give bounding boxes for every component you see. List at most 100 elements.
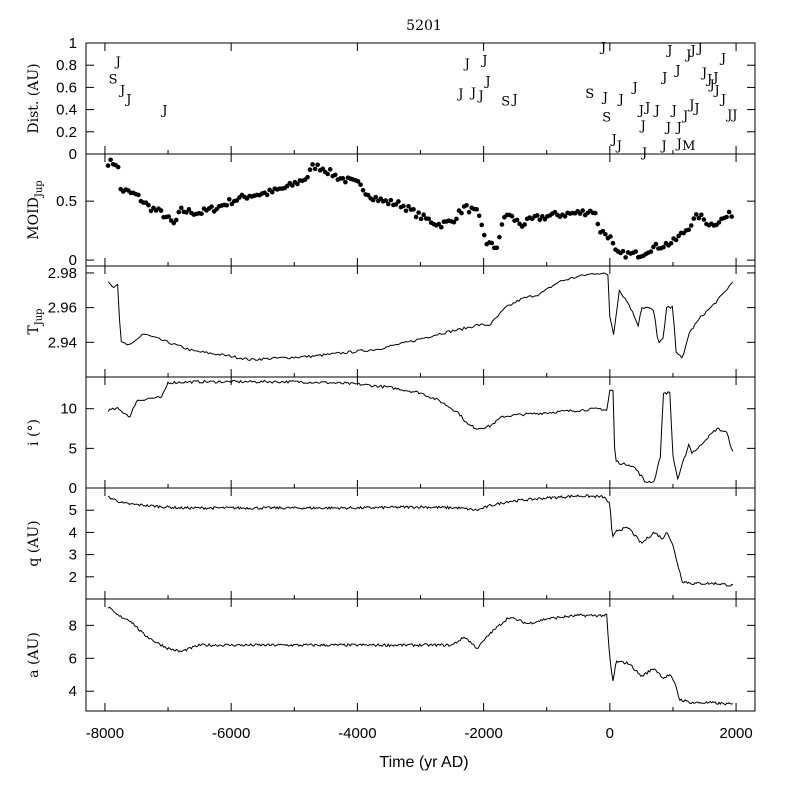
moid-point (418, 216, 424, 222)
panel-q: 2 3 4 5 q (AU) (26, 487, 756, 600)
moid-point (413, 214, 419, 220)
panel-frame (85, 42, 756, 155)
moid-point (386, 201, 391, 207)
y-axis-label-subscript: Jup (34, 308, 45, 326)
x-axis: -8000 -6000 -4000 -2000 0 2000 (86, 725, 753, 742)
moid-point (320, 166, 325, 172)
encounter-label: J (719, 51, 726, 66)
moid-point (186, 207, 192, 212)
moid-point (358, 182, 363, 187)
moid-point (724, 214, 729, 220)
y-tick-label: 0.4 (56, 102, 77, 119)
moid-point (401, 203, 406, 209)
series-line-q (107, 494, 734, 587)
encounter-label: J (692, 101, 699, 116)
moid-point (115, 164, 121, 170)
x-tick-label: -8000 (86, 725, 124, 742)
moid-point (726, 209, 732, 215)
moid-point (307, 167, 313, 173)
encounter-label: J (615, 139, 622, 154)
encounter-label: J (630, 80, 637, 95)
moid-point (534, 213, 540, 218)
moid-point (108, 157, 113, 163)
moid-point (199, 211, 204, 217)
moid-point (620, 248, 626, 254)
moid-point (499, 222, 505, 227)
x-tick-label: -4000 (338, 725, 376, 742)
moid-point (716, 220, 722, 225)
y-tick-label: 0 (69, 480, 77, 497)
y-axis-label: i (°) (26, 419, 42, 446)
moid-point (481, 232, 487, 238)
encounter-label: J (730, 108, 737, 123)
y-tick-label: 10 (60, 401, 77, 418)
x-tick-label: -6000 (212, 725, 250, 742)
moid-point (466, 209, 472, 215)
panel-frame (85, 487, 756, 600)
moid-point (310, 162, 315, 167)
moid-point (595, 221, 601, 227)
encounter-label: J (483, 75, 490, 90)
y-tick-label: 1 (69, 35, 77, 52)
moid-point (514, 217, 520, 223)
panel-frame (85, 598, 756, 712)
y-tick-label: 2.96 (48, 300, 77, 317)
encounter-label: J (480, 54, 487, 69)
encounter-label: J (160, 104, 167, 119)
moid-point (224, 202, 230, 208)
moid-point (105, 163, 111, 168)
x-tick-label: 2000 (719, 725, 752, 742)
moid-point (312, 166, 318, 172)
encounter-label: J (673, 64, 680, 79)
moid-point (696, 215, 702, 221)
moid-point (325, 171, 331, 177)
moid-point (603, 231, 608, 237)
moid-point (729, 214, 734, 219)
encounter-label: J (713, 84, 720, 99)
encounter-label: J (670, 104, 677, 119)
y-tick-label: 2.94 (48, 334, 77, 351)
moid-point (305, 174, 310, 180)
y-tick-label: 2 (69, 569, 77, 586)
moid-point (166, 214, 171, 219)
moid-point (661, 244, 666, 250)
moid-point (509, 213, 515, 219)
panel-frame (85, 153, 756, 267)
moid-point (691, 216, 697, 221)
panel-frame (85, 376, 756, 489)
moid-point (388, 197, 394, 203)
moid-point (393, 202, 399, 207)
moid-point (421, 212, 426, 218)
moid-point (373, 194, 378, 200)
moid-point (315, 162, 320, 168)
encounter-label: J (599, 40, 606, 55)
encounter-label: S (585, 87, 594, 102)
moid-point (340, 176, 346, 181)
encounter-label: M (682, 139, 695, 154)
moid-point (396, 199, 401, 204)
moid-point (264, 192, 270, 198)
encounter-label: J (640, 146, 647, 161)
moid-point (701, 217, 707, 222)
chart-title: 5201 (406, 18, 442, 34)
encounter-label: J (725, 108, 732, 123)
encounter-label: J (660, 139, 667, 154)
moid-point (173, 217, 179, 223)
encounter-label: J (118, 84, 125, 99)
moid-point (608, 234, 613, 239)
moid-point (494, 245, 500, 251)
y-tick-label: 6 (69, 650, 77, 667)
series-line-incl (107, 379, 734, 484)
y-tick-label: 4 (69, 683, 77, 700)
moid-point (269, 189, 275, 195)
panel-incl: 0 5 10 i (°) (26, 376, 756, 497)
y-axis-label: MOIDJup (26, 180, 45, 239)
x-tick-label: -2000 (464, 725, 502, 742)
panel-frame (85, 265, 756, 378)
moid-point (476, 213, 482, 219)
y-tick-label: 4 (69, 524, 77, 541)
encounter-label: J (689, 44, 696, 59)
encounter-label: J (617, 93, 624, 108)
